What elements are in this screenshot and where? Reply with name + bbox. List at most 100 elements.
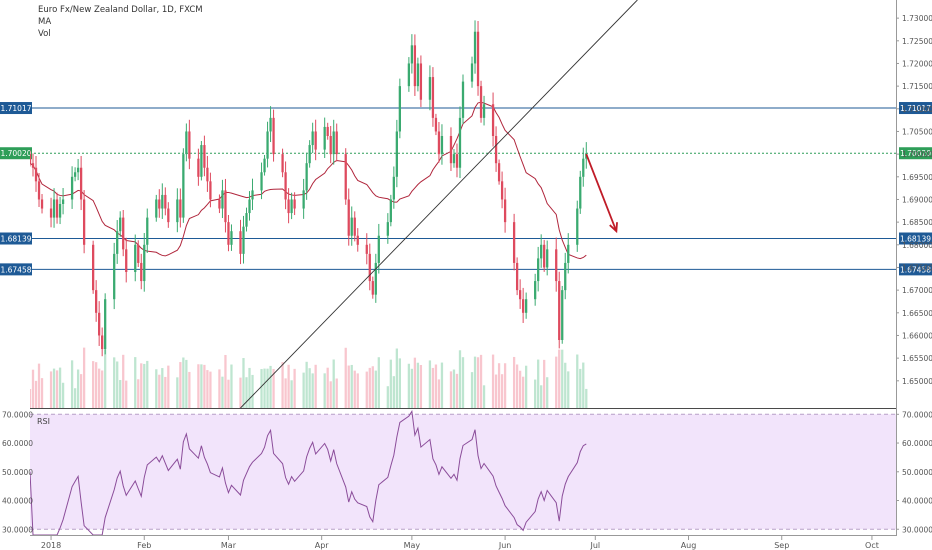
trendline	[240, 0, 638, 408]
volume-bar	[335, 378, 338, 408]
candle	[200, 141, 203, 181]
volume-bar	[332, 359, 335, 408]
volume-bar	[293, 368, 296, 408]
volume-bar	[122, 354, 125, 408]
candle-body	[434, 117, 438, 132]
time-tick-label: Aug	[681, 541, 697, 550]
volume-bar	[476, 357, 480, 408]
candle	[61, 187, 65, 215]
price-tick-label: 1.72000	[902, 59, 932, 68]
candle	[428, 65, 432, 111]
candle-body	[34, 167, 38, 182]
price-tick-label: 1.67500	[902, 263, 932, 272]
time-tick-label: Apr	[315, 541, 330, 550]
volume-bar	[305, 361, 308, 408]
volume-bar	[70, 360, 74, 408]
candle	[73, 167, 77, 182]
volume-bar	[407, 363, 411, 408]
volume-bar	[55, 370, 59, 408]
volume-bar	[188, 371, 191, 408]
volume-bar	[245, 377, 248, 408]
candle	[266, 121, 269, 168]
candle-body	[269, 117, 272, 132]
candle-body	[242, 226, 245, 254]
candle	[350, 206, 353, 246]
volume-bar	[461, 357, 465, 408]
candle	[515, 257, 519, 296]
volume-bar	[371, 366, 374, 408]
rsi-tick-label-left: 30.0000	[2, 525, 33, 534]
candle-body	[203, 145, 206, 168]
candle	[113, 242, 116, 310]
candle	[416, 57, 420, 92]
candle-body	[239, 231, 242, 254]
candle-body	[230, 231, 233, 245]
volume-bar	[365, 371, 368, 408]
candle-body	[413, 45, 417, 87]
candle	[125, 237, 128, 283]
candle-body	[302, 190, 305, 209]
candle-body	[579, 176, 582, 209]
candle	[245, 207, 248, 232]
time-tick-label: Mar	[221, 541, 237, 550]
candle	[58, 196, 62, 225]
volume-bar	[458, 350, 462, 408]
candle-body	[272, 117, 275, 155]
candle	[95, 280, 98, 322]
candle	[164, 187, 167, 216]
candle-body	[82, 199, 86, 245]
candle-body	[347, 199, 350, 236]
candle-body	[407, 63, 411, 87]
candle-body	[350, 217, 353, 236]
candle	[161, 183, 164, 219]
volume-bar	[134, 357, 137, 408]
volume-bar	[125, 380, 128, 408]
candle-body	[308, 145, 311, 164]
candle-body	[31, 163, 35, 168]
level-tag-left-label: 1.67458	[0, 265, 31, 274]
candle	[476, 21, 480, 96]
candle	[263, 154, 266, 176]
candle	[389, 194, 392, 227]
candle	[525, 292, 528, 319]
time-tick-label: Feb	[137, 541, 151, 550]
candle-body	[61, 199, 65, 204]
candle-body	[101, 335, 104, 350]
candle-body	[398, 86, 401, 132]
volume-bar	[534, 379, 537, 408]
candle	[119, 211, 122, 237]
volume-bar	[239, 377, 242, 408]
candle	[287, 188, 290, 224]
candle-body	[311, 131, 314, 146]
candle-body	[564, 262, 567, 291]
candle	[272, 109, 275, 162]
volume-bar	[546, 377, 549, 408]
candle	[558, 271, 561, 349]
volume-bar	[470, 372, 474, 408]
level-tag-right	[899, 232, 932, 245]
candle	[122, 210, 125, 257]
volume-bar	[389, 359, 392, 408]
candle	[392, 166, 395, 209]
candle-body	[543, 244, 546, 268]
candle	[98, 301, 101, 346]
candle-body	[540, 244, 543, 259]
moving-average	[30, 101, 587, 260]
candle-body	[73, 172, 77, 177]
candle-body	[113, 253, 116, 300]
chart-title: Euro Fx/New Zealand Dollar, 1D, FXCM	[38, 5, 203, 15]
candle-body	[344, 154, 347, 200]
candle	[518, 279, 522, 309]
candle	[479, 80, 483, 123]
candle-body	[314, 131, 317, 150]
candle-body	[167, 208, 170, 223]
candle-body	[290, 199, 293, 214]
level-tag-left-label: 1.71017	[0, 104, 31, 113]
level-tag-left	[0, 147, 32, 160]
candle	[555, 237, 558, 292]
candle-body	[284, 172, 287, 200]
volume-bar	[497, 363, 501, 408]
volume-bar	[34, 380, 38, 408]
volume-bar	[49, 371, 53, 408]
candle	[218, 194, 221, 214]
